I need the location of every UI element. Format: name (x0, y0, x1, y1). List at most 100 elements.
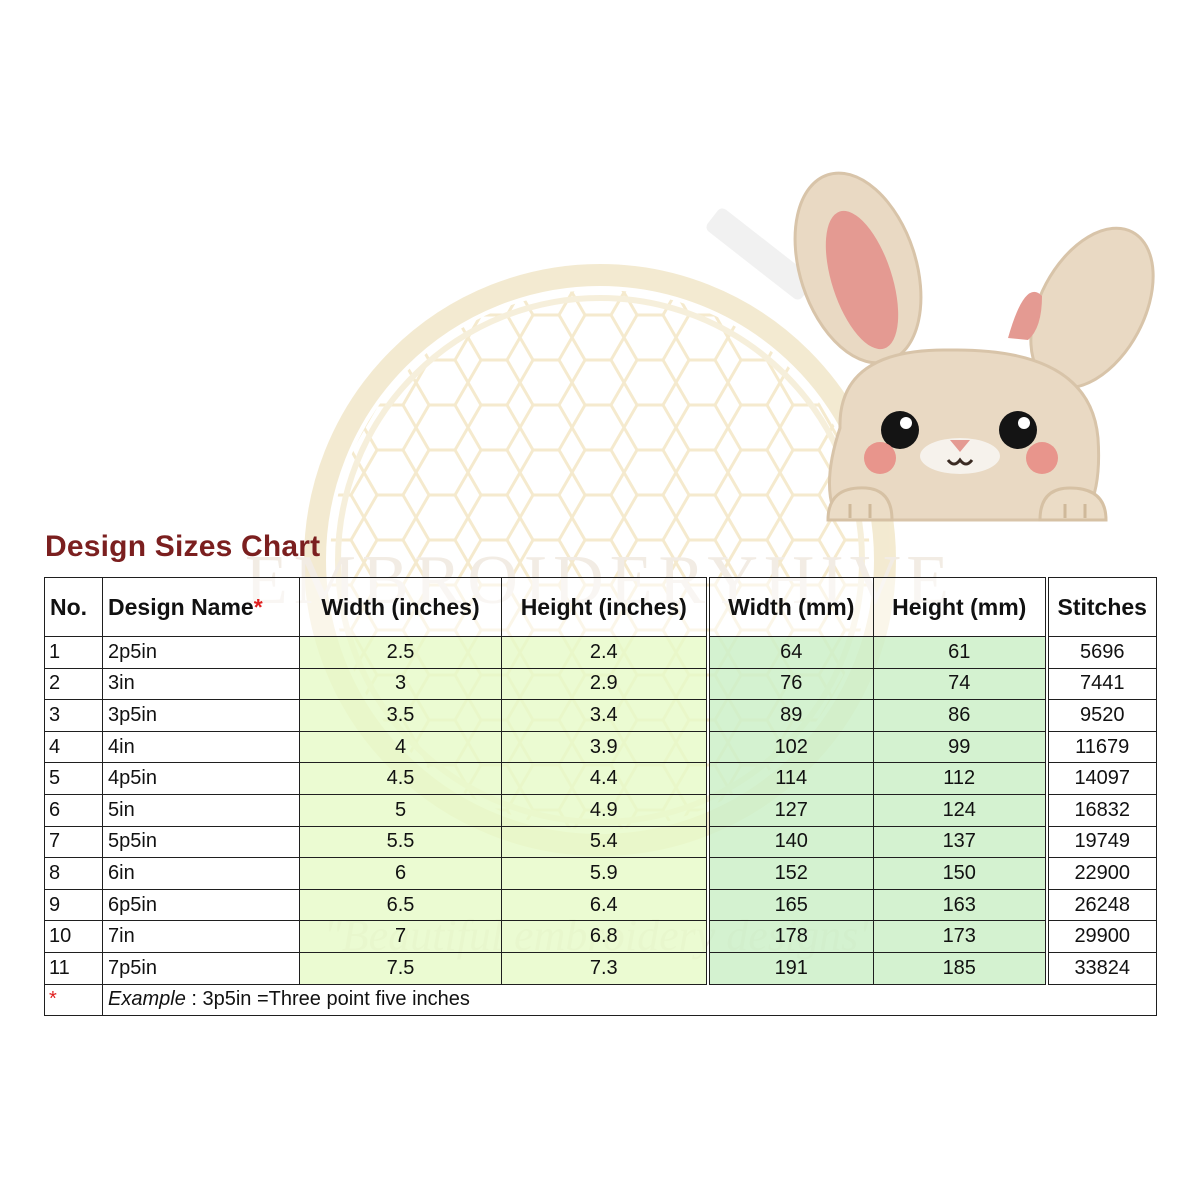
cell-stitches: 33824 (1044, 951, 1157, 985)
cell-no: 5 (44, 762, 103, 795)
cell-width-inches: 2.5 (299, 636, 502, 669)
cell-stitches: 22900 (1044, 857, 1157, 890)
cell-design-name: 2p5in (102, 636, 300, 669)
cell-height-inches: 3.4 (501, 699, 708, 732)
cell-height-inches: 7.3 (501, 951, 708, 985)
cell-height-mm: 137 (873, 825, 1047, 859)
cell-stitches: 14097 (1044, 762, 1157, 795)
cell-width-inches: 3.5 (299, 699, 502, 732)
cell-height-mm: 99 (873, 730, 1047, 764)
cell-width-inches: 3 (299, 667, 502, 701)
cell-height-inches: 3.9 (501, 730, 708, 764)
cell-no: 11 (44, 951, 103, 985)
cell-design-name: 3p5in (102, 699, 300, 732)
cell-no: 9 (44, 888, 103, 922)
cell-width-mm: 178 (705, 920, 874, 953)
cell-width-inches: 7.5 (299, 951, 502, 985)
cell-design-name: 7p5in (102, 951, 300, 985)
table-row: 8 6in 6 5.9 152 150 22900 (44, 857, 1157, 890)
cell-height-mm: 185 (873, 951, 1047, 985)
cell-width-inches: 4 (299, 730, 502, 764)
note-body: : 3p5in =Three point five inches (185, 988, 470, 1011)
cell-no: 3 (44, 699, 103, 732)
col-header-stitches: Stitches (1044, 577, 1157, 637)
cell-stitches: 9520 (1044, 699, 1157, 732)
header-row: No. Design Name* Width (inches) Height (… (44, 577, 1157, 637)
cell-stitches: 5696 (1044, 636, 1157, 669)
cell-width-mm: 89 (705, 699, 874, 732)
cell-design-name: 6in (102, 857, 300, 890)
cell-no: 8 (44, 857, 103, 890)
chart-title: Design Sizes Chart (45, 530, 321, 563)
cell-height-mm: 112 (873, 762, 1047, 795)
cell-width-mm: 64 (705, 636, 874, 669)
cell-width-inches: 5 (299, 793, 502, 827)
cell-stitches: 7441 (1044, 667, 1157, 701)
cell-height-inches: 2.9 (501, 667, 708, 701)
cell-width-mm: 76 (705, 667, 874, 701)
table-row: 6 5in 5 4.9 127 124 16832 (44, 793, 1157, 827)
cell-height-inches: 5.9 (501, 857, 708, 890)
table-row: 2 3in 3 2.9 76 74 7441 (44, 667, 1157, 701)
cell-no: 1 (44, 636, 103, 669)
cell-design-name: 6p5in (102, 888, 300, 922)
col-header-height-mm: Height (mm) (873, 577, 1047, 637)
cell-design-name: 5p5in (102, 825, 300, 859)
table-row: 11 7p5in 7.5 7.3 191 185 33824 (44, 951, 1157, 985)
cell-no: 7 (44, 825, 103, 859)
design-name-label: Design Name (108, 593, 254, 620)
cell-design-name: 4in (102, 730, 300, 764)
cell-stitches: 11679 (1044, 730, 1157, 764)
cell-no: 2 (44, 667, 103, 701)
bunny-illustration (793, 171, 1155, 522)
cell-height-inches: 4.4 (501, 762, 708, 795)
cell-width-mm: 140 (705, 825, 874, 859)
note-row: * Example : 3p5in =Three point five inch… (44, 983, 1157, 1016)
cell-height-inches: 6.8 (501, 920, 708, 953)
cell-no: 10 (44, 920, 103, 953)
cell-height-mm: 61 (873, 636, 1047, 669)
cell-height-mm: 74 (873, 667, 1047, 701)
cell-width-mm: 165 (705, 888, 874, 922)
cell-width-mm: 191 (705, 951, 874, 985)
cell-height-inches: 4.9 (501, 793, 708, 827)
table-row: 4 4in 4 3.9 102 99 11679 (44, 730, 1157, 764)
cell-stitches: 26248 (1044, 888, 1157, 922)
table-row: 7 5p5in 5.5 5.4 140 137 19749 (44, 825, 1157, 859)
table-row: 10 7in 7 6.8 178 173 29900 (44, 920, 1157, 953)
cell-height-inches: 2.4 (501, 636, 708, 669)
col-header-design-name: Design Name* (102, 577, 300, 637)
cell-width-inches: 7 (299, 920, 502, 953)
table-row: 3 3p5in 3.5 3.4 89 86 9520 (44, 699, 1157, 732)
cell-height-mm: 163 (873, 888, 1047, 922)
note-text: Example : 3p5in =Three point five inches (102, 983, 1157, 1016)
cell-height-inches: 5.4 (501, 825, 708, 859)
cell-height-inches: 6.4 (501, 888, 708, 922)
cell-width-mm: 102 (705, 730, 874, 764)
cell-width-mm: 127 (705, 793, 874, 827)
col-header-height-inches: Height (inches) (501, 577, 708, 637)
col-header-width-mm: Width (mm) (705, 577, 874, 637)
cell-height-mm: 124 (873, 793, 1047, 827)
table-body: 1 2p5in 2.5 2.4 64 61 5696 2 3in 3 2.9 76 74 7441 3 3p5… (44, 636, 1157, 985)
table-row: 9 6p5in 6.5 6.4 165 163 26248 (44, 888, 1157, 922)
cell-width-inches: 6.5 (299, 888, 502, 922)
cell-design-name: 5in (102, 793, 300, 827)
col-header-no: No. (44, 577, 103, 637)
cell-stitches: 29900 (1044, 920, 1157, 953)
cell-height-mm: 86 (873, 699, 1047, 732)
asterisk-marker: * (253, 593, 263, 620)
design-sizes-table: No. Design Name* Width (inches) Height (… (44, 577, 1157, 1016)
cell-design-name: 7in (102, 920, 300, 953)
table-row: 1 2p5in 2.5 2.4 64 61 5696 (44, 636, 1157, 669)
cell-height-mm: 173 (873, 920, 1047, 953)
cell-no: 4 (44, 730, 103, 764)
cell-width-mm: 152 (705, 857, 874, 890)
cell-no: 6 (44, 793, 103, 827)
cell-design-name: 4p5in (102, 762, 300, 795)
cell-width-inches: 4.5 (299, 762, 502, 795)
col-header-width-inches: Width (inches) (299, 577, 502, 637)
note-marker: * (44, 983, 103, 1016)
note-asterisk: * (49, 988, 57, 1011)
cell-stitches: 19749 (1044, 825, 1157, 859)
